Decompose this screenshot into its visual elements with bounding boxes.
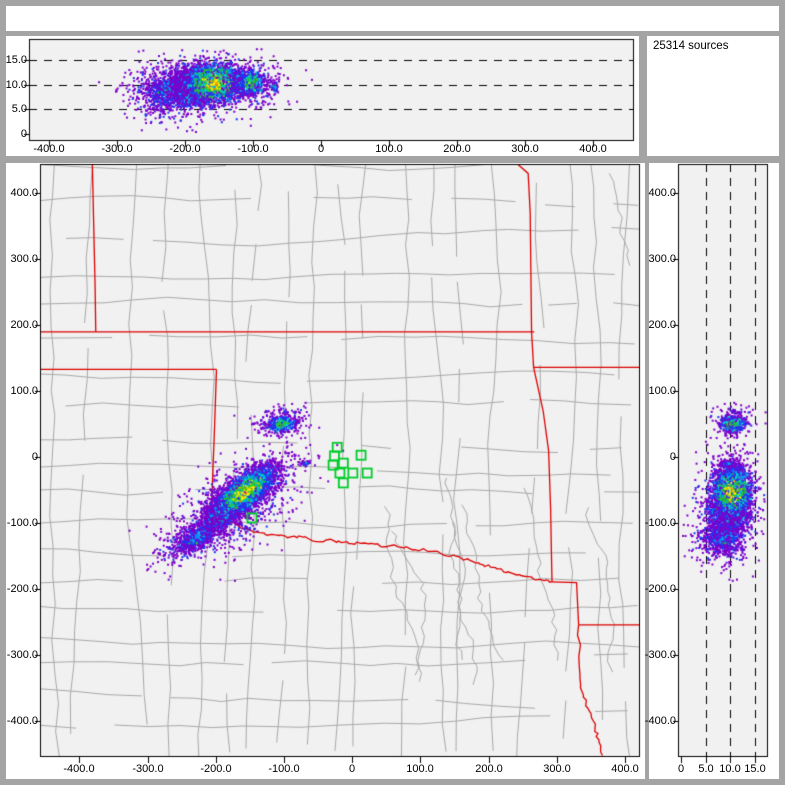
tick-label: -400.0 bbox=[33, 143, 65, 155]
sources-count-label: 25314 sources bbox=[653, 40, 729, 52]
tick-label: 100.0 bbox=[375, 143, 403, 155]
tick-label: 200.0 bbox=[475, 763, 503, 775]
tick-label: -200.0 bbox=[6, 583, 38, 595]
plan-view-canvas[interactable] bbox=[6, 163, 645, 779]
tick-label: -100.0 bbox=[644, 517, 676, 529]
tick-label: -300.0 bbox=[644, 649, 676, 661]
sources-count-box: 25314 sources bbox=[647, 36, 779, 156]
tick-label: -400.0 bbox=[63, 763, 95, 775]
tick-label: 400.0 bbox=[611, 763, 639, 775]
tick-label: 0 bbox=[669, 451, 676, 463]
tick-label: 100.0 bbox=[10, 385, 38, 397]
tick-label: 200.0 bbox=[10, 319, 38, 331]
altitude-ns-canvas[interactable] bbox=[649, 163, 779, 779]
altitude-ew-canvas[interactable] bbox=[6, 36, 639, 156]
tick-label: -100.0 bbox=[268, 763, 300, 775]
plan-view-panel: -400.0 -300.0 -200.0 -100.0 0 100.0 200.0 300.0… bbox=[6, 163, 645, 779]
tick-label: 300.0 bbox=[511, 143, 539, 155]
tick-label: -300.0 bbox=[101, 143, 133, 155]
tick-label: -200.0 bbox=[644, 583, 676, 595]
tick-label: 5.0 bbox=[11, 103, 27, 115]
tick-label: 100.0 bbox=[648, 385, 676, 397]
altitude-ns-panel: 400.0 300.0 200.0 100.0 0 -100.0 -200.0 -300.0 -… bbox=[645, 163, 779, 779]
tick-label: -300.0 bbox=[132, 763, 164, 775]
tick-label: -400.0 bbox=[6, 715, 38, 727]
altitude-ew-panel: 15.0 10.0 5.0 0 -400.0 -300.0 -200.0 -100.0 0 100… bbox=[6, 36, 639, 156]
tick-label: 200.0 bbox=[443, 143, 471, 155]
tick-label: 0 bbox=[348, 763, 356, 775]
tick-label: 10.0 bbox=[719, 763, 741, 775]
tick-label: 400.0 bbox=[648, 187, 676, 199]
tick-label: 200.0 bbox=[648, 319, 676, 331]
tick-label: -400.0 bbox=[644, 715, 676, 727]
tick-label: 400.0 bbox=[10, 187, 38, 199]
tick-label: 0 bbox=[677, 763, 685, 775]
tick-label: 5.0 bbox=[698, 763, 714, 775]
tick-label: 15.0 bbox=[744, 763, 766, 775]
tick-label: 300.0 bbox=[543, 763, 571, 775]
tick-label: 400.0 bbox=[579, 143, 607, 155]
tick-label: -200.0 bbox=[169, 143, 201, 155]
tick-label: 0 bbox=[20, 128, 27, 140]
tick-label: -100.0 bbox=[237, 143, 269, 155]
tick-label: 10.0 bbox=[5, 79, 27, 91]
tick-label: 300.0 bbox=[10, 253, 38, 265]
tick-label: -100.0 bbox=[6, 517, 38, 529]
tick-label: -200.0 bbox=[200, 763, 232, 775]
tick-label: -300.0 bbox=[6, 649, 38, 661]
tick-label: 0 bbox=[317, 143, 325, 155]
title-bar: Oklahoma Lightning Mapping Array 1800-19… bbox=[6, 6, 779, 52]
tick-label: 0 bbox=[31, 451, 38, 463]
tick-label: 300.0 bbox=[648, 253, 676, 265]
tick-label: 100.0 bbox=[406, 763, 434, 775]
tick-label: 15.0 bbox=[5, 54, 27, 66]
